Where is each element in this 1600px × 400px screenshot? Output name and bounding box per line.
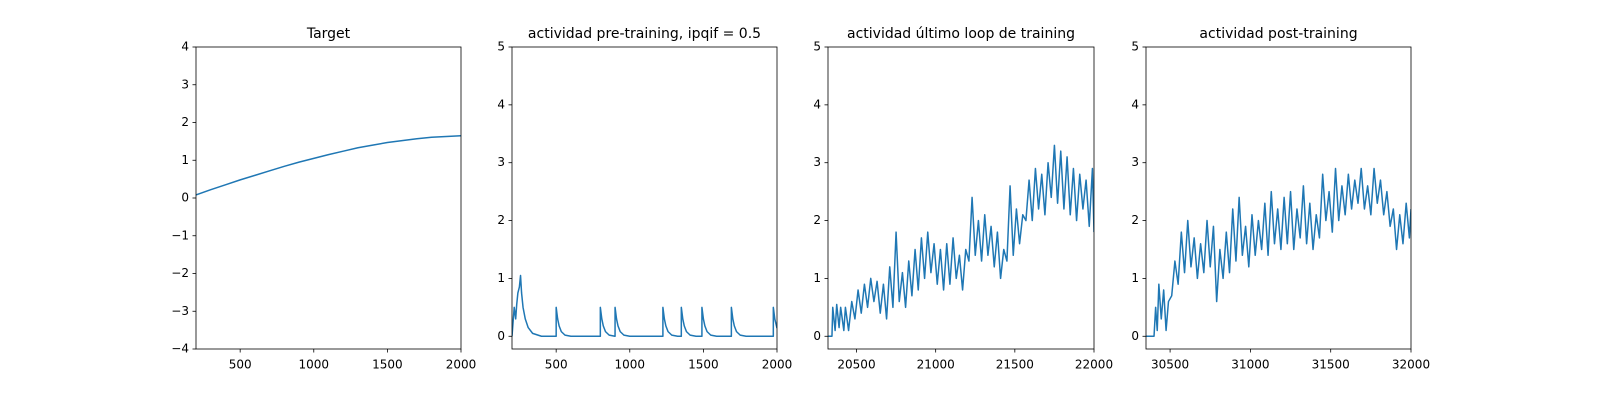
axes-frame: [1145, 46, 1412, 350]
subplot-title: actividad último loop de training: [847, 26, 1075, 42]
y-tick-label: 2: [1131, 213, 1139, 227]
x-tick-label: 22000: [1075, 358, 1113, 372]
y-tick-label: −3: [171, 304, 189, 318]
data-line: [196, 134, 461, 196]
y-tick-label: 1: [181, 153, 189, 167]
x-tick-label: 1500: [688, 358, 719, 372]
y-tick-label: 4: [1131, 97, 1139, 111]
y-tick-label: −1: [171, 228, 189, 242]
y-tick-label: 2: [181, 115, 189, 129]
y-tick-label: 5: [813, 40, 821, 54]
y-tick-label: 0: [813, 329, 821, 343]
y-tick-label: 1: [1131, 271, 1139, 285]
x-tick-label: 500: [229, 358, 252, 372]
y-tick-label: 3: [181, 77, 189, 91]
axes-frame: [511, 46, 778, 350]
axes-frame: [827, 46, 1095, 350]
x-tick-label: 1500: [372, 358, 403, 372]
x-tick-label: 20500: [837, 358, 875, 372]
y-tick-label: 3: [1131, 155, 1139, 169]
y-tick-label: 1: [497, 271, 505, 285]
y-tick-label: 4: [497, 97, 505, 111]
x-tick-label: 31500: [1312, 358, 1350, 372]
y-tick-label: 3: [497, 155, 505, 169]
data-line: [1146, 167, 1411, 338]
axes-frame: [195, 46, 462, 350]
subplot-title: actividad pre-training, ipqif = 0.5: [528, 26, 761, 42]
y-tick-label: 0: [497, 329, 505, 343]
x-tick-label: 2000: [446, 358, 477, 372]
y-tick-label: 1: [813, 271, 821, 285]
x-tick-label: 30500: [1151, 358, 1189, 372]
data-line: [512, 274, 777, 338]
y-tick-label: 2: [497, 213, 505, 227]
data-line: [828, 144, 1094, 338]
y-tick-label: −2: [171, 266, 189, 280]
subplot-title: Target: [306, 26, 351, 42]
x-tick-label: 21500: [996, 358, 1034, 372]
y-tick-label: 0: [1131, 329, 1139, 343]
y-tick-label: 4: [813, 97, 821, 111]
x-tick-label: 500: [545, 358, 568, 372]
y-tick-label: 2: [813, 213, 821, 227]
x-tick-label: 1000: [299, 358, 330, 372]
x-tick-label: 2000: [762, 358, 793, 372]
y-tick-label: 3: [813, 155, 821, 169]
subplot-title: actividad post-training: [1199, 26, 1357, 42]
y-tick-label: 5: [1131, 40, 1139, 54]
y-tick-label: 0: [181, 191, 189, 205]
y-tick-label: 4: [181, 40, 189, 54]
x-tick-label: 32000: [1392, 358, 1430, 372]
x-tick-label: 31000: [1231, 358, 1269, 372]
y-tick-label: 5: [497, 40, 505, 54]
y-tick-label: −4: [171, 342, 189, 356]
x-tick-label: 21000: [917, 358, 955, 372]
x-tick-label: 1000: [615, 358, 646, 372]
